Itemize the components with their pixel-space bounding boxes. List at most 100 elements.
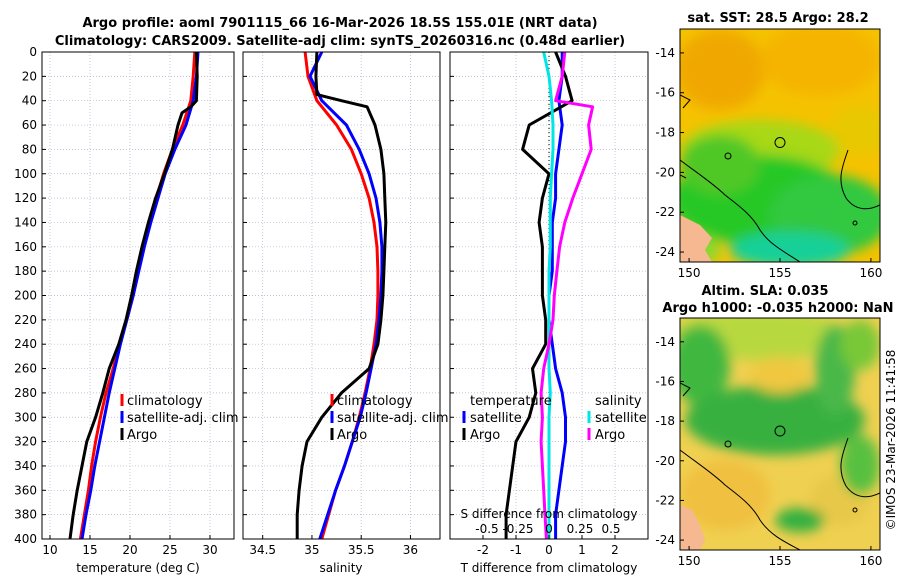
y-tick-label: 300 [14,410,37,424]
legend-climatology-label: climatology [337,394,413,409]
map-y-tick-label: -16 [655,374,675,388]
reef-contour [680,159,801,262]
temperature-legend: climatology satellite-adj. clim Argo [120,394,239,443]
series-line-satellite-adj-clim [308,51,384,540]
legend-s-satellite-label: satellite [595,411,647,426]
sla-map-title-line2: Argo h1000: -0.035 h2000: NaN [662,301,893,316]
map-y-tick-label: -20 [655,165,675,179]
legend-salinity-title: salinity [595,394,642,409]
x-tick-label: 0 [545,543,553,557]
map-y-tick-label: -22 [655,493,675,507]
legend-temperature-title: temperature [470,394,552,409]
argo-location-marker [774,425,786,437]
map-y-tick-label: -18 [655,126,675,140]
x-tick-label: 34.5 [249,543,276,557]
y-tick-label: 160 [14,240,37,254]
reef-contour [680,449,801,550]
x-tick-label: 25 [162,543,177,557]
coastline-land [680,215,712,262]
sla-field [680,318,880,550]
y-tick-label: 60 [22,118,37,132]
map-y-tick-label: -22 [655,205,675,219]
x-tick-label: -2 [477,543,489,557]
s-difference-xlabel: S difference from climatology [461,507,638,521]
y-tick-label: 240 [14,337,37,351]
map-x-tick-label: 160 [859,554,882,568]
x-tick-label: -1 [510,543,522,557]
legend-s-argo-label: Argo [595,428,625,443]
difference-temperature-legend: temperature satellite Argo [462,394,552,443]
sst-field [680,29,880,262]
x-tick-label: 10 [42,543,57,557]
map-x-tick-label: 155 [769,266,792,280]
y-tick-label: 120 [14,191,37,205]
y-tick-label: 260 [14,362,37,376]
y-tick-label: 280 [14,386,37,400]
y-tick-label: 0 [29,45,37,59]
reef-contour-east [840,149,880,210]
difference-salinity-legend: salinity satellite Argo [587,394,647,443]
series-line-salinity-satellite [542,51,555,539]
x-tick-label: 1 [578,543,586,557]
coastline-land [680,505,705,550]
y-tick-label: 200 [14,289,37,303]
y-tick-label: 80 [22,142,37,156]
x-tick-label: 36 [403,543,418,557]
map-x-tick-label: 150 [678,554,701,568]
s-tick-label: 0.5 [601,522,620,536]
y-tick-label: 220 [14,313,37,327]
x-tick-label: 2 [611,543,619,557]
argo-location-marker [774,137,786,149]
y-tick-label: 40 [22,94,37,108]
y-tick-label: 360 [14,483,37,497]
series-line-argo [295,51,388,539]
sla-map-panel: Altim. SLA: 0.035 Argo h1000: -0.035 h20… [655,284,893,568]
y-tick-label: 180 [14,264,37,278]
copyright-stamp: ©IMOS 23-Mar-2026 11:41:58 [884,350,898,531]
x-tick-label: 20 [122,543,137,557]
map-y-tick-label: -16 [655,86,675,100]
sla-map-title-line1: Altim. SLA: 0.035 [702,284,829,299]
temperature-profile-panel: 0 20 40 60 80 100 120 140 160 180 200 220 240 260 280 3… [14,45,239,575]
series-line-temperature-argo [504,51,574,539]
reef-contour-east [840,437,880,498]
salinity-profile-panel: 34.5 35 35.5 36 salinity climatology satell… [242,51,449,575]
x-tick-label: 35 [304,543,319,557]
figure-title-line1: Argo profile: aoml 7901115_66 16-Mar-202… [82,16,597,31]
map-x-tick-label: 160 [859,266,882,280]
legend-argo-label: Argo [127,428,157,443]
map-y-tick-label: -20 [655,454,675,468]
series-line-satellite-adj-clim [80,51,200,540]
x-tick-label: 15 [82,543,97,557]
series-line-salinity-argo [539,51,595,540]
map-y-tick-label: -24 [655,245,675,259]
map-y-tick-label: -18 [655,414,675,428]
legend-t-argo-label: Argo [470,428,500,443]
map-y-tick-label: -14 [655,335,675,349]
salinity-legend: climatology satellite-adj. clim Argo [330,394,449,443]
sst-map-panel: sat. SST: 28.5 Argo: 28.2 [655,11,882,280]
sst-map-title: sat. SST: 28.5 Argo: 28.2 [687,11,868,26]
temperature-xlabel: temperature (deg C) [76,561,199,575]
s-tick-label: 0.25 [567,522,594,536]
s-tick-label: -0.25 [502,522,533,536]
y-tick-label: 380 [14,508,37,522]
legend-satellite-label: satellite-adj. clim [337,411,449,426]
y-tick-label: 20 [22,69,37,83]
map-y-tick-label: -14 [655,46,675,60]
x-tick-label: 30 [202,543,217,557]
s-tick-label: 0 [545,522,553,536]
series-line-argo [68,51,199,540]
map-x-tick-label: 155 [769,554,792,568]
s-tick-label: -0.5 [475,522,498,536]
map-x-tick-label: 150 [678,266,701,280]
x-tick-label: 35.5 [348,543,375,557]
y-tick-label: 400 [14,532,37,546]
figure-title-line2: Climatology: CARS2009. Satellite-adj cli… [55,34,625,49]
salinity-xlabel: salinity [319,561,362,575]
difference-panel: -2 -1 0 1 2 -0.5 -0.25 0 0.25 0.5 S difference f… [449,51,649,575]
y-tick-label: 340 [14,459,37,473]
legend-climatology-label: climatology [127,394,203,409]
t-difference-xlabel: T difference from climatology [460,561,638,575]
